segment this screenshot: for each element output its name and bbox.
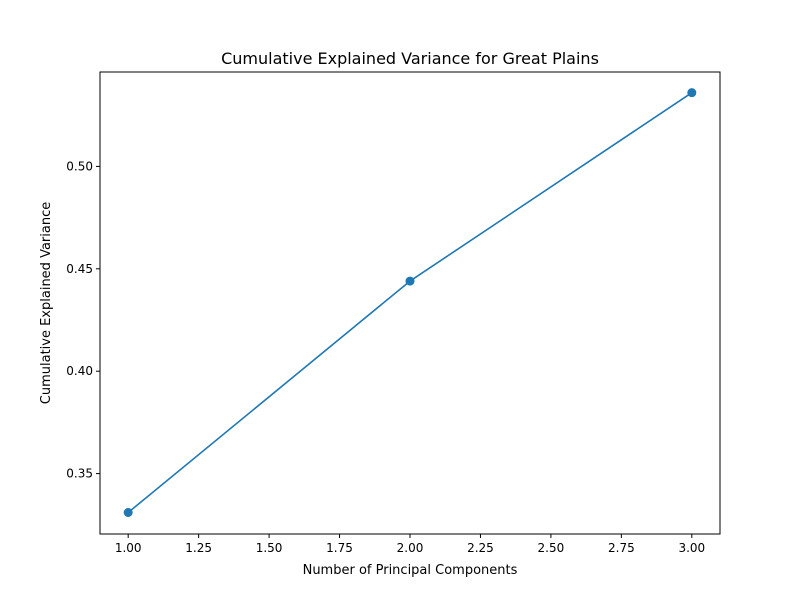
series-layer <box>123 88 697 517</box>
x-tick-label: 1.00 <box>115 541 142 555</box>
x-axis-ticks: 1.00 1.25 1.50 1.75 2.00 2.25 2.50 2.75 3.00 <box>115 534 705 555</box>
y-tick-label: 0.50 <box>66 159 93 173</box>
y-axis-ticks: 0.35 0.40 0.45 0.50 <box>66 159 100 481</box>
x-axis-label: Number of Principal Components <box>303 563 518 578</box>
x-tick-label: 1.75 <box>326 541 353 555</box>
y-tick-label: 0.40 <box>66 364 93 378</box>
y-tick-label: 0.45 <box>66 262 93 276</box>
chart-title: Cumulative Explained Variance for Great … <box>221 49 599 68</box>
x-tick-label: 1.50 <box>256 541 283 555</box>
data-point <box>687 88 697 98</box>
x-tick-label: 2.50 <box>538 541 565 555</box>
y-tick-label: 0.35 <box>66 467 93 481</box>
y-axis-label: Cumulative Explained Variance <box>39 202 54 404</box>
axes-frame <box>99 71 721 535</box>
x-tick-label: 1.25 <box>185 541 212 555</box>
data-point <box>123 507 133 517</box>
x-tick-label: 3.00 <box>678 541 705 555</box>
data-point <box>405 276 415 286</box>
x-tick-label: 2.75 <box>608 541 635 555</box>
x-tick-label: 2.25 <box>467 541 494 555</box>
x-tick-label: 2.00 <box>397 541 424 555</box>
plot-area: 1.00 1.25 1.50 1.75 2.00 2.25 2.50 2.75 3.00 0.3… <box>66 71 721 555</box>
